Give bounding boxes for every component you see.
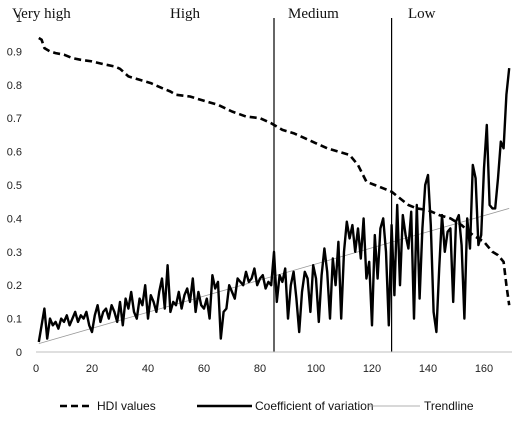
band-label-low: Low <box>408 6 436 22</box>
legend: HDI values Coefficient of variation Trendl… <box>60 399 474 413</box>
x-tick-label: 0 <box>33 363 39 375</box>
x-tick-label: 60 <box>198 363 210 375</box>
x-tick-label: 160 <box>475 363 493 375</box>
x-tick-label: 20 <box>86 363 98 375</box>
x-axis-ticks: 0 20 40 60 80 100 120 140 160 <box>33 363 493 375</box>
y-tick-label: 0.9 <box>7 46 22 58</box>
y-tick-label: 0.7 <box>7 113 22 125</box>
legend-label-hdi-values: HDI values <box>97 399 156 413</box>
x-tick-label: 80 <box>254 363 266 375</box>
x-tick-label: 100 <box>307 363 325 375</box>
y-tick-label: 0.1 <box>7 314 22 326</box>
y-tick-label: 0.2 <box>7 280 22 292</box>
legend-label-trendline: Trendline <box>424 399 474 413</box>
y-tick-label: 0.3 <box>7 247 22 259</box>
category-band-labels: Very high High Medium Low <box>12 6 436 22</box>
band-label-very-high: Very high <box>12 6 71 22</box>
y-tick-label: 0 <box>16 347 22 359</box>
y-tick-label: 0.6 <box>7 147 22 159</box>
x-tick-label: 40 <box>142 363 154 375</box>
x-tick-label: 120 <box>363 363 381 375</box>
y-tick-label: 0.5 <box>7 180 22 192</box>
legend-label-coefficient-of-variation: Coefficient of variation <box>255 399 374 413</box>
x-tick-label: 140 <box>419 363 437 375</box>
y-axis-ticks: 00.10.20.30.40.50.60.70.80.91 <box>7 13 22 359</box>
y-tick-label: 0.8 <box>7 80 22 92</box>
band-label-high: High <box>170 6 201 22</box>
y-tick-label: 0.4 <box>7 213 22 225</box>
band-label-medium: Medium <box>288 6 339 22</box>
